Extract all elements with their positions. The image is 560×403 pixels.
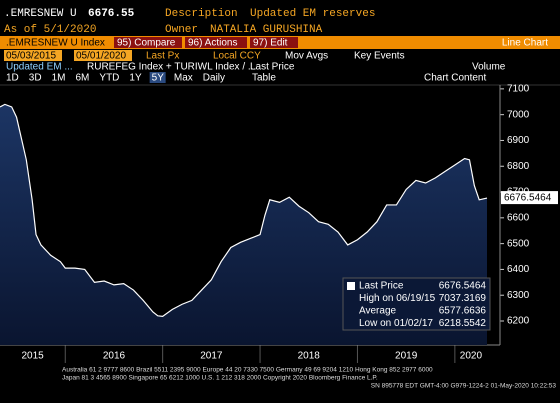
footer-line: SN 895778 EDT GMT-4:00 G979-1224-2 01-Ma… — [371, 383, 557, 390]
y-tick-label: 6500 — [507, 238, 530, 249]
date-field — [4, 50, 62, 61]
period-button[interactable]: 6M — [76, 73, 90, 84]
period-button[interactable]: YTD — [99, 73, 119, 84]
legend-value: 6218.5542 — [439, 318, 487, 329]
x-tick-label: 2016 — [103, 351, 126, 362]
description: Updated EM reserves — [250, 8, 375, 20]
table-button[interactable]: Table — [252, 73, 276, 84]
x-tick-label: 2018 — [298, 351, 321, 362]
button-bg — [114, 37, 182, 48]
x-tick-label: 2015 — [22, 351, 45, 362]
period-button[interactable]: 1D — [6, 73, 19, 84]
study[interactable]: Updated EM ... — [6, 62, 73, 73]
button-bg — [250, 37, 298, 48]
edit-button[interactable]: 97) Edit — [253, 38, 288, 49]
compare-button[interactable]: 95) Compare — [117, 38, 176, 49]
period-button[interactable]: 5Y — [152, 73, 165, 84]
start-date[interactable]: 05/03/2015 — [6, 51, 56, 62]
legend-label: Low on 01/02/17 — [359, 318, 433, 329]
y-tick-label: 7100 — [507, 84, 530, 95]
legend-value: 6676.5464 — [439, 281, 487, 292]
period-button[interactable]: Max — [174, 73, 193, 84]
legend-label: High on 06/19/15 — [359, 293, 436, 304]
y-tick-label: 6900 — [507, 135, 530, 146]
legend-label: Last Price — [359, 281, 404, 292]
last-price-label: 6676.5464 — [504, 193, 552, 204]
button-bg — [185, 37, 247, 48]
legend-box — [342, 277, 491, 331]
view-title: Line Chart — [502, 38, 548, 49]
description-label: Description — [165, 8, 238, 20]
y-tick-label: 7000 — [507, 109, 530, 120]
date-field — [74, 50, 132, 61]
ticker: .EMRESNEW U — [4, 8, 77, 20]
last-price-tag — [501, 191, 558, 205]
owner-label: Owner — [165, 24, 198, 36]
y-tick-label: 6600 — [507, 212, 530, 223]
footer-line: Australia 61 2 9777 8600 Brazil 5511 239… — [62, 367, 433, 374]
field[interactable]: Last Px — [146, 51, 179, 62]
x-tick-label: 2019 — [395, 351, 418, 362]
y-tick-label: 6400 — [507, 264, 530, 275]
actions-button[interactable]: 96) Actions — [188, 38, 237, 49]
formula: RUREFEG Index + TURIWL Index / ... — [87, 62, 256, 73]
line — [0, 103, 488, 317]
end-date[interactable]: 05/01/2020 — [76, 51, 126, 62]
period-button[interactable]: 1Y — [129, 73, 142, 84]
legend-value: 6577.6636 — [439, 306, 487, 317]
currency[interactable]: Local CCY — [213, 51, 261, 62]
mov-avgs[interactable]: Mov Avgs — [285, 51, 328, 62]
y-tick-label: 6800 — [507, 161, 530, 172]
y-tick-label: 6300 — [507, 290, 530, 301]
legend-label: Average — [359, 306, 397, 317]
chart-content-button[interactable]: Chart Content — [424, 73, 486, 84]
key-events[interactable]: Key Events — [354, 51, 405, 62]
x-tick-label: 2020 — [460, 351, 483, 362]
volume-toggle[interactable]: Volume — [472, 62, 506, 73]
security[interactable]: .EMRESNEW U Index — [6, 38, 105, 49]
frequency[interactable]: Daily — [203, 73, 225, 84]
legend-swatch — [347, 282, 355, 290]
owner: NATALIA GURUSHINA — [210, 24, 323, 36]
x-tick-label: 2017 — [200, 351, 223, 362]
footer-line: Japan 81 3 4565 8900 Singapore 65 6212 1… — [62, 375, 378, 382]
as-of: As of 5/1/2020 — [4, 24, 96, 36]
period-bar: 1D 3D 1M 6M YTD 1Y 5Y Max — [6, 72, 193, 84]
last-value: 6676.55 — [88, 8, 135, 20]
period-selected — [149, 72, 166, 83]
last-price-toggle[interactable]: Last Price — [250, 62, 295, 73]
legend-value: 7037.3169 — [439, 293, 487, 304]
period-button[interactable]: 1M — [52, 73, 66, 84]
period-button[interactable]: 3D — [29, 73, 42, 84]
y-tick-label: 6200 — [507, 316, 530, 327]
